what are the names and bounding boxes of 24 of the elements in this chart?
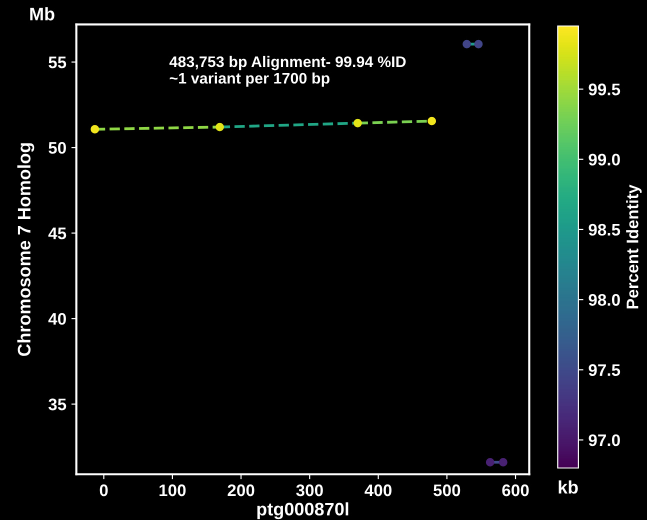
y-tick-label: 40 <box>48 313 66 325</box>
y-axis-title: Chromosome 7 Homolog <box>17 143 34 356</box>
y-tick-label: 55 <box>48 56 66 68</box>
color-bar-label: 98.5 <box>588 224 620 236</box>
y-tick-label: 50 <box>48 142 66 154</box>
x-tick-label: 600 <box>502 484 529 496</box>
color-bar-label: 98.0 <box>588 294 620 306</box>
y-tick-label: 45 <box>48 228 66 240</box>
color-bar-label: 99.0 <box>588 154 620 166</box>
x-tick-label: 300 <box>296 484 323 496</box>
color-bar-label: 99.5 <box>588 84 620 96</box>
text: kb <box>558 480 578 494</box>
y-tick-label: 35 <box>48 398 66 410</box>
color-bar-label: 97.5 <box>588 364 620 376</box>
x-tick-label: 400 <box>364 484 392 496</box>
annotation: 483,753 bp Alignment- 99.94 %ID ~1 variant per 1700 bp <box>169 56 406 87</box>
x-tick-label: 100 <box>160 484 186 496</box>
x-tick-label: 200 <box>228 484 254 496</box>
color-bar-label: 97.0 <box>588 434 620 446</box>
x-tick-label: 0 <box>100 484 108 496</box>
text: Mb <box>30 7 54 20</box>
x-tick-label: 500 <box>434 484 460 496</box>
color-bar-title: Percent Identity <box>626 184 642 308</box>
x-axis-title: ptg000870l <box>257 502 348 520</box>
